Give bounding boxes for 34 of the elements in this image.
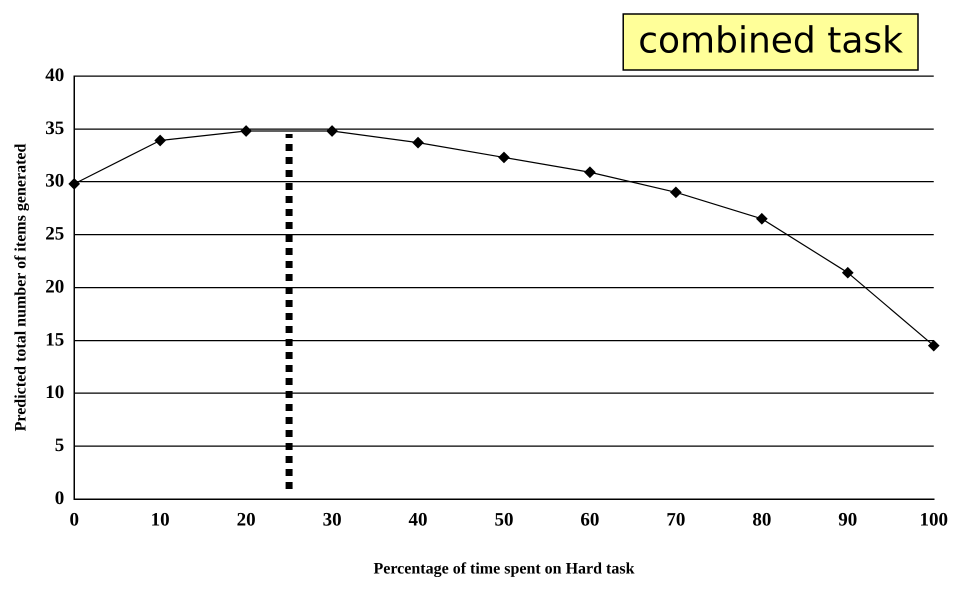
point xyxy=(756,213,768,224)
x-tick-label: 100 xyxy=(920,509,948,530)
x-tick-label: 80 xyxy=(752,509,772,530)
y-tick-label: 25 xyxy=(45,224,64,245)
y-tick-label: 0 xyxy=(54,488,64,509)
y-tick-label: 30 xyxy=(45,170,64,192)
x-tick-label: 0 xyxy=(69,509,79,530)
point xyxy=(154,134,166,146)
text: combined task xyxy=(638,20,904,62)
point xyxy=(928,340,940,352)
y-tick-label: 40 xyxy=(45,64,64,86)
point xyxy=(412,137,424,148)
y-tick-label: 20 xyxy=(45,276,64,298)
x-tick-label: 50 xyxy=(494,509,514,530)
x-tick-label: 20 xyxy=(236,509,256,530)
point xyxy=(842,267,854,278)
y-tick-label: 5 xyxy=(54,435,64,456)
point xyxy=(584,166,596,178)
y-tick-label: 10 xyxy=(45,382,64,404)
y-tick-label: 35 xyxy=(45,118,64,139)
x-tick-label: 30 xyxy=(322,509,342,530)
x-tick-label: 70 xyxy=(666,509,686,530)
y-tick-label: 15 xyxy=(45,329,64,350)
x-tick-label: 40 xyxy=(408,509,428,530)
point xyxy=(326,125,338,137)
y-axis-title: Predicted total number of items generated xyxy=(12,144,30,432)
point xyxy=(670,186,682,198)
x-tick-label: 90 xyxy=(838,509,858,530)
x-axis-title: Percentage of time spent on Hard task xyxy=(373,560,635,578)
point xyxy=(498,152,510,164)
point xyxy=(68,178,80,190)
x-tick-label: 60 xyxy=(580,509,600,530)
point xyxy=(240,125,252,137)
x-tick-label: 10 xyxy=(150,509,170,530)
